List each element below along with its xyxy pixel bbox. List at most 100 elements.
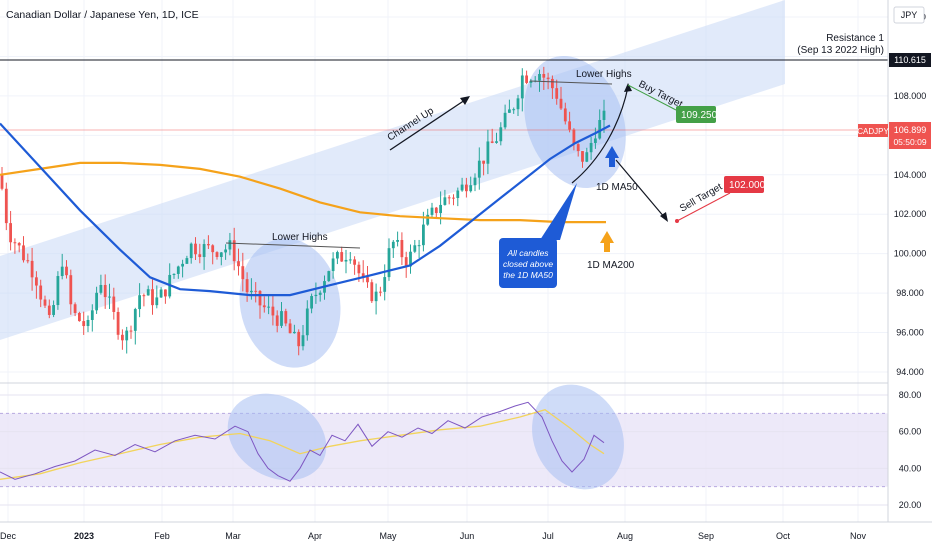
time-axis[interactable] — [0, 522, 932, 550]
candle-body — [73, 304, 77, 313]
callout-pointer — [540, 183, 577, 240]
candle-body — [155, 297, 159, 306]
candle-body — [387, 248, 391, 278]
time-tick-label: Mar — [225, 531, 241, 541]
projection-curve — [571, 86, 629, 184]
candle-body — [185, 258, 189, 264]
candle-body — [9, 223, 12, 243]
candle-body — [529, 80, 533, 83]
candle-body — [254, 290, 258, 292]
candle-body — [60, 266, 64, 277]
candle-body — [82, 321, 86, 327]
candle-body — [370, 282, 374, 302]
candle-body — [344, 259, 348, 262]
candle-body — [439, 204, 442, 214]
candle-body — [232, 240, 236, 262]
lower-highs-label-2: Lower Highs — [576, 69, 632, 80]
candle-body — [262, 305, 266, 308]
candle-body — [460, 184, 464, 191]
candle-body — [525, 75, 528, 83]
highlight-ellipse-lower-highs-1 — [239, 238, 341, 368]
highlight-ellipse-lower-highs-2 — [524, 56, 626, 188]
ma200-up-arrow — [600, 231, 614, 252]
candle-body — [546, 77, 550, 79]
candle-body — [413, 245, 417, 252]
rsi-highlight-ellipse-1 — [227, 393, 327, 481]
chart-title: Canadian Dollar / Japanese Yen, 1D, ICE — [6, 9, 199, 21]
candle-body — [151, 289, 154, 306]
last-price-value: 106.899 — [894, 125, 927, 135]
time-tick-label: Oct — [776, 531, 791, 541]
price-tick-label: 102.000 — [894, 209, 927, 219]
candle-body — [391, 241, 395, 249]
time-tick-label: Nov — [850, 531, 867, 541]
candle-body — [284, 311, 288, 324]
candle-body — [404, 257, 408, 267]
channel-up-arrow — [389, 97, 469, 151]
candle-body — [125, 330, 129, 341]
callout-line-3: the 1D MA50 — [503, 270, 553, 280]
candle-body — [426, 214, 430, 225]
candle-body — [267, 306, 270, 308]
candle-body — [43, 299, 47, 306]
candle-body — [357, 264, 361, 274]
sell-target-line — [676, 192, 731, 222]
candle-body — [176, 266, 180, 274]
lower-highs-label-1: Lower Highs — [272, 232, 328, 243]
candle-body — [271, 306, 275, 316]
candle-body — [396, 239, 399, 242]
candle-body — [133, 309, 137, 331]
sell-target-box — [724, 176, 764, 193]
candle-body — [39, 285, 43, 300]
candle-body — [215, 252, 219, 257]
candle-body — [47, 305, 51, 315]
rsi-ticks: 80.00 60.00 40.00 20.00 — [899, 390, 922, 510]
rsi-line — [0, 401, 605, 482]
candle-body — [482, 160, 485, 164]
candle-body — [555, 88, 559, 99]
candle-body — [598, 119, 602, 139]
candle-body — [99, 284, 103, 293]
time-tick-label: Dec — [0, 531, 16, 541]
price-tick-label: 96.000 — [896, 328, 924, 338]
candle-body — [108, 296, 111, 298]
candle-body — [572, 129, 576, 145]
candle-body — [65, 266, 68, 276]
candle-body — [594, 138, 597, 143]
ma200-label: 1D MA200 — [587, 260, 635, 271]
price-axis[interactable] — [888, 0, 932, 522]
projection-arrowhead — [624, 83, 632, 92]
candle-body — [211, 245, 215, 253]
callout-line-1: All candles — [506, 248, 549, 258]
candle-body — [465, 184, 468, 192]
candle-body — [473, 177, 477, 186]
time-tick-label: Jul — [542, 531, 554, 541]
candle-body — [503, 112, 507, 128]
callout-line-2: closed above — [503, 259, 553, 269]
candle-body — [563, 108, 567, 122]
sell-projection-line — [615, 159, 666, 219]
candle-body — [275, 315, 279, 326]
sell-target-point — [675, 219, 679, 223]
candle-body — [379, 291, 382, 293]
candle-body — [52, 305, 55, 315]
candle-body — [129, 330, 133, 332]
symbol-label: CADJPY — [857, 127, 889, 136]
resistance-label-line-1: Resistance 1 — [826, 33, 884, 44]
buy-target-line — [627, 84, 677, 111]
candle-body — [559, 98, 563, 109]
candle-body — [280, 311, 283, 326]
candle-body — [400, 239, 404, 258]
candle-body — [486, 141, 490, 164]
candle-body — [164, 289, 167, 297]
currency-box[interactable] — [893, 6, 925, 24]
candle-body — [318, 292, 322, 295]
buy-target-value: 109.250 — [681, 110, 718, 121]
candle-body — [383, 277, 387, 292]
time-ticks: Dec 2023 Feb Mar Apr May Jun Jul Aug Sep Oct Nov — [0, 531, 866, 541]
candle-body — [331, 258, 335, 272]
candle-body — [30, 260, 34, 278]
symbol-box — [858, 124, 888, 137]
